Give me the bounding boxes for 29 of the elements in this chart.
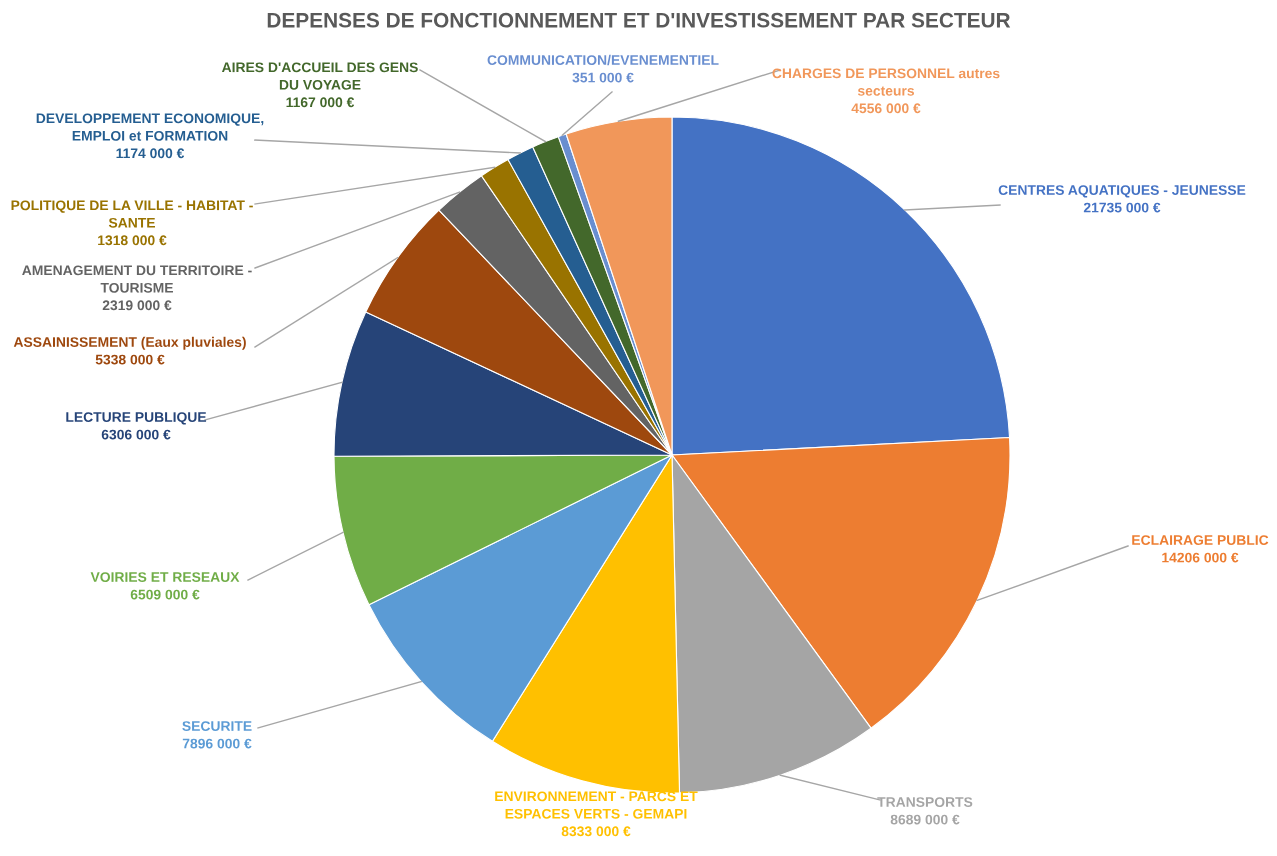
slice-label: TRANSPORTS	[877, 797, 973, 807]
data-label: 1167 000 €	[286, 97, 355, 108]
data-label: 2319 000 €	[102, 300, 172, 311]
slice-label: SECURITE	[182, 721, 252, 731]
slice-label: CHARGES DE PERSONNEL autres secteurs	[772, 68, 1000, 96]
slice-label: AMENAGEMENT DU TERRITOIRE - TOURISME	[22, 265, 252, 293]
slice-label: ECLAIRAGE PUBLIC	[1132, 535, 1269, 545]
data-label: 7896 000 €	[182, 738, 252, 749]
slice-label: POLITIQUE DE LA VILLE - HABITAT - SANTE	[11, 200, 253, 228]
data-label: 6509 000 €	[130, 589, 200, 600]
data-label: 351 000 €	[572, 72, 634, 83]
data-label: 14206 000 €	[1162, 552, 1239, 563]
slice-label: ASSAINISSEMENT (Eaux pluviales)	[13, 336, 246, 350]
data-label: 8333 000 €	[561, 826, 631, 837]
data-label: 5338 000 €	[95, 354, 165, 365]
chart-title: DEPENSES DE FONCTIONNEMENT ET D'INVESTISSEMENT PAR SECTEUR	[267, 12, 1011, 28]
data-label: 21735 000 €	[1083, 202, 1161, 213]
slice-label: COMMUNICATION/EVENEMENTIEL	[487, 54, 719, 66]
data-label: 1174 000 €	[116, 148, 185, 159]
slice-label: VOIRIES ET RESEAUX	[90, 572, 240, 582]
slice-label: AIRES D'ACCUEIL DES GENS DU VOYAGE	[221, 62, 418, 90]
slice-label: LECTURE PUBLIQUE	[66, 412, 207, 425]
slice-label: ENVIRONNEMENT - PARCS ET ESPACES VERTS - GEMAPI	[495, 791, 698, 819]
data-label: 6306 000 €	[101, 429, 171, 440]
slice-label: DEVELOPPEMENT ECONOMIQUE, EMPLOI et FORMATION	[36, 113, 264, 141]
data-label: 1318 000 €	[98, 235, 167, 246]
data-label: 8689 000 €	[890, 814, 960, 825]
slice-label: CENTRES AQUATIQUES - JEUNESSE	[998, 185, 1246, 198]
data-label: 4556 000 €	[851, 103, 921, 114]
